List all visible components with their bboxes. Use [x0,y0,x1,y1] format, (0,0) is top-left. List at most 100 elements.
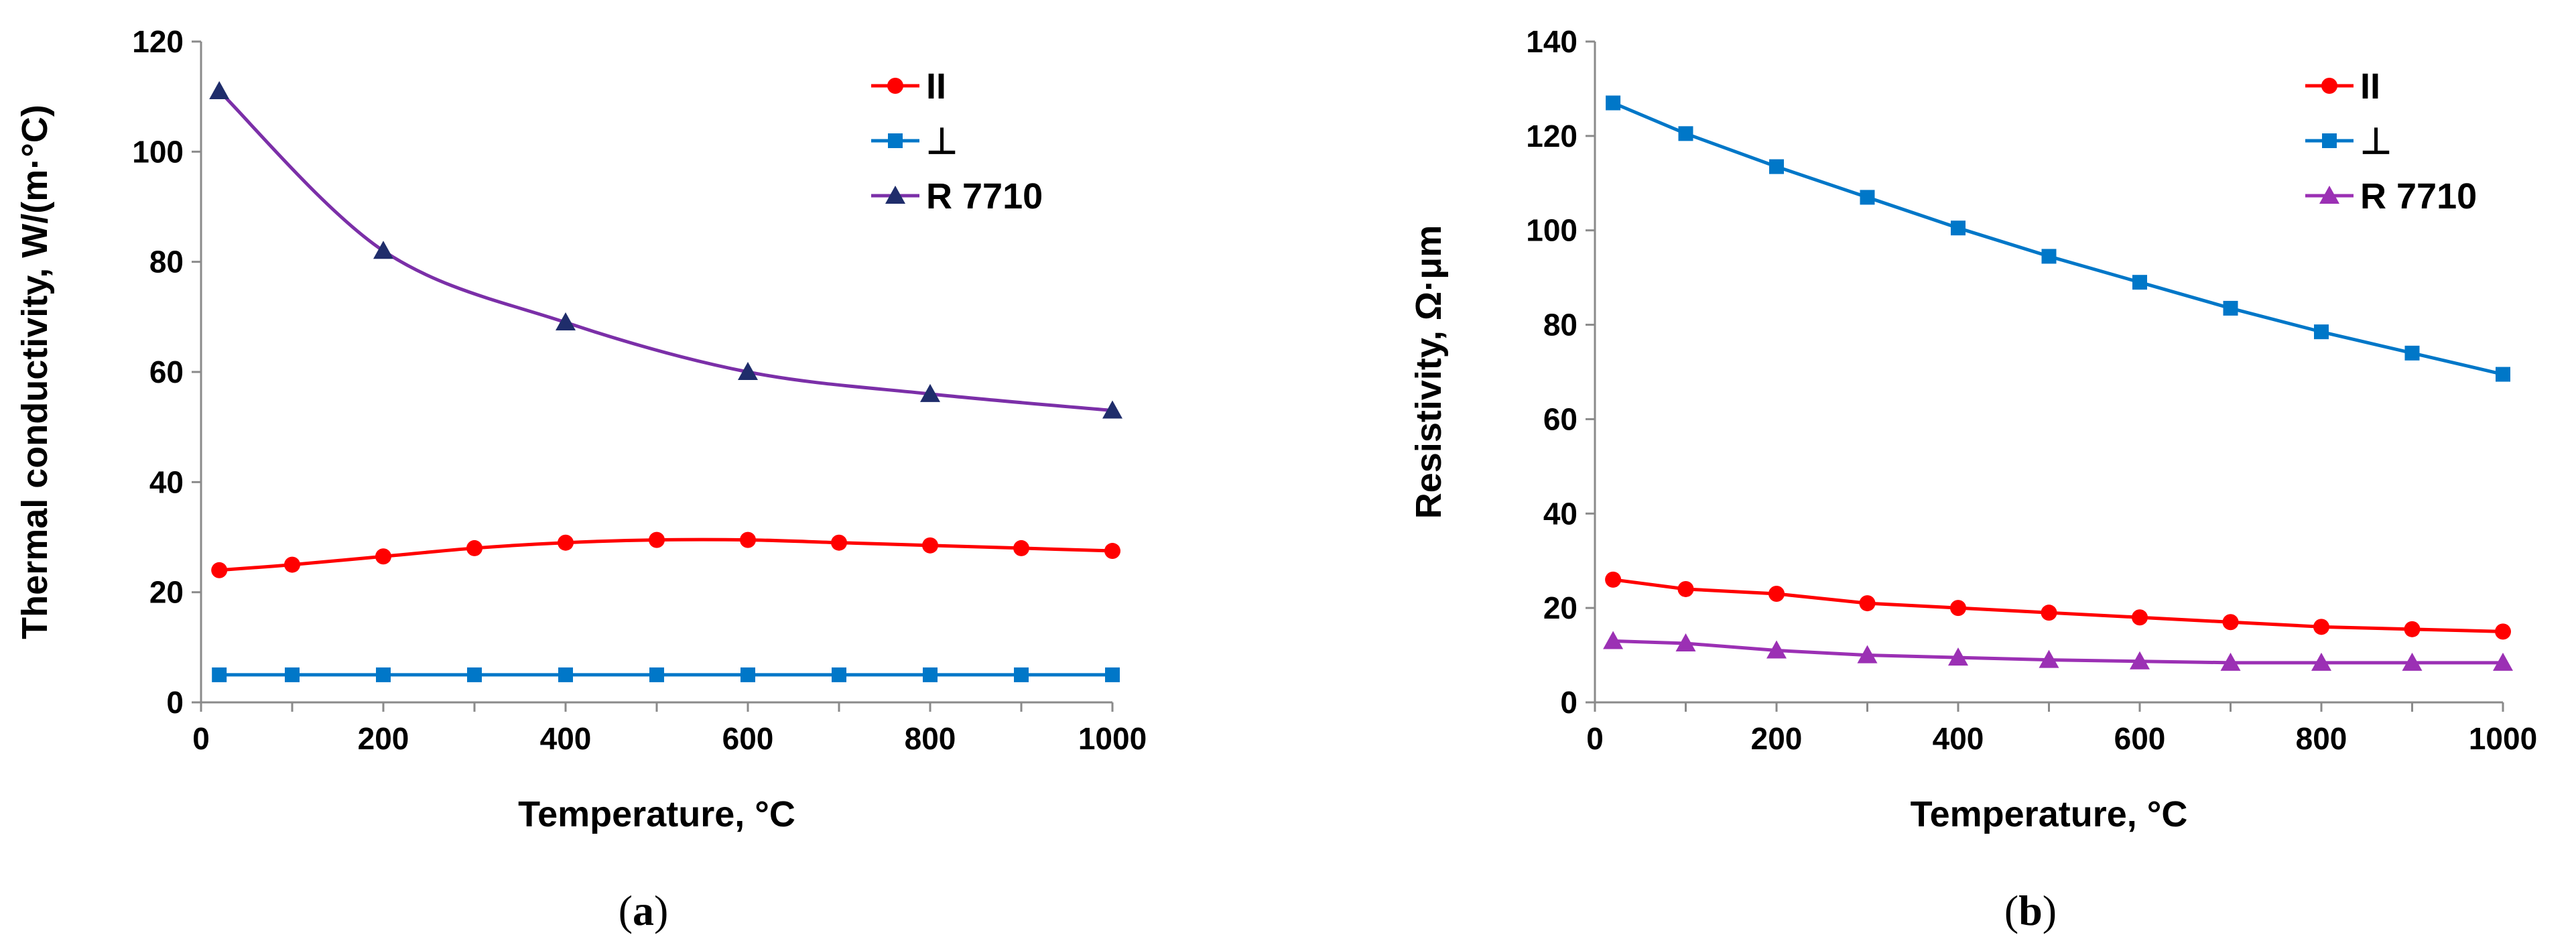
legend-marker [2322,133,2337,148]
x-axis-title: Temperature, °C [518,794,795,834]
series-3 [209,80,1122,419]
data-point [1603,631,1624,649]
series-line [1613,639,2503,665]
data-point [2313,619,2329,635]
y-axis-title: Thermal conductivity, W/(m·°C) [15,105,55,639]
panel-label-letter: a [633,887,654,934]
x-axis-title: Temperature, °C [1911,794,2188,834]
data-point [1104,543,1120,560]
legend-entry: II [2305,66,2380,107]
y-tick-label: 40 [1543,496,1577,531]
data-point [1677,580,1694,597]
y-tick-label: 80 [149,245,184,279]
data-point [211,562,228,578]
chart-panel-a: 0 20 40 60 80 100 120 0 200 400 600 800 1000 Temperat… [15,24,1147,934]
y-tick-label: 20 [1543,590,1577,625]
data-point [831,534,847,551]
data-point [832,667,846,682]
data-point [923,667,938,682]
legend-label: II [2360,66,2380,107]
data-point [2039,649,2059,668]
y-tick-label: 140 [1526,24,1577,59]
data-point [2132,609,2148,626]
data-point [467,667,482,682]
data-point [1860,190,1875,205]
series-3 [1603,631,2513,671]
data-point [2314,324,2329,340]
y-tick-label: 0 [1560,685,1577,720]
series-1 [1605,571,2511,640]
panel-label: (b) [2004,887,2057,934]
data-point [1105,667,1120,682]
data-point [2402,652,2423,671]
data-point [376,667,391,682]
x-tick-label: 800 [905,721,956,756]
legend-label: R 7710 [2360,176,2477,216]
data-point [2222,614,2239,631]
legend-marker [887,78,903,94]
data-point [1950,600,1966,617]
data-point [558,667,573,682]
y-tick-label: 0 [166,685,184,720]
legend-entry: R 7710 [871,176,1043,216]
data-point [1951,220,1966,236]
legend-marker [2321,78,2337,94]
data-point [1606,95,1621,111]
data-point [740,667,755,682]
data-point [738,362,758,380]
data-point [1102,400,1122,419]
data-point [2132,275,2147,290]
legend-marker [888,133,903,148]
data-point [920,383,940,402]
data-point [556,312,576,331]
y-tick-label: 60 [1543,401,1577,436]
data-point [2130,651,2150,670]
data-point [2223,300,2238,316]
x-tick-label: 200 [358,721,409,756]
data-point [558,534,574,551]
data-point [1857,645,1878,663]
data-point [2220,652,2241,671]
y-axis-title: Resistivity, Ω·μm [1409,225,1449,519]
panel-label-letter: b [2018,887,2043,934]
series-line [1612,578,2504,633]
series-line [219,537,1113,572]
x-tick-label: 1000 [2469,721,2537,756]
data-point [1769,159,1784,174]
data-point [649,531,665,548]
x-tick-label: 600 [722,721,774,756]
y-tick-label: 120 [1526,119,1577,153]
y-tick-label: 80 [1543,308,1577,342]
data-point [922,537,938,554]
x-tick-label: 400 [1933,721,1984,756]
data-point [1013,540,1029,556]
y-tick-label: 100 [1526,213,1577,248]
panel-label: (a) [619,887,669,934]
data-point [2495,623,2511,640]
legend-label: R 7710 [926,176,1043,216]
data-point [1859,595,1876,612]
x-tick-label: 400 [540,721,592,756]
data-point [2311,652,2331,671]
x-tick-label: 600 [2114,721,2166,756]
data-point [2404,621,2421,637]
data-point [1605,571,1622,588]
series-2 [212,667,1120,682]
data-point [2041,605,2057,621]
legend-entry: ⊥ [2305,121,2392,162]
data-point [373,241,393,259]
legend-marker [885,186,905,204]
legend-entry: ⊥ [871,121,958,162]
data-point [466,540,482,556]
x-tick-label: 200 [1751,721,1803,756]
data-point [1014,667,1029,682]
y-tick-label: 120 [132,24,184,59]
data-point [1678,126,1693,141]
data-point [1766,640,1787,659]
data-point [375,548,391,565]
legend-label: ⊥ [926,121,958,162]
data-point [2493,652,2513,671]
data-point [284,556,300,573]
legend-label: ⊥ [2360,121,2392,162]
